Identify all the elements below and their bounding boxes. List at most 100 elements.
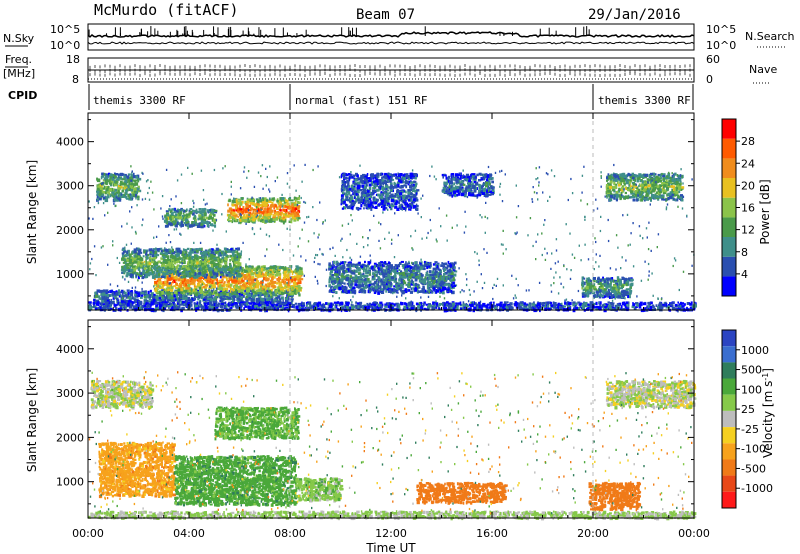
heatmap-cell <box>201 253 205 256</box>
heatmap-cell <box>123 290 126 294</box>
heatmap-cell <box>210 223 213 226</box>
cpid-segment-label: themis 3300 RF <box>598 94 691 107</box>
heatmap-cell <box>184 296 188 300</box>
heatmap-cell <box>229 274 232 278</box>
heatmap-cell <box>203 292 207 296</box>
heatmap-cell <box>116 292 120 296</box>
heatmap-cell <box>170 286 174 289</box>
heatmap-cell <box>250 199 253 202</box>
heatmap-cell <box>155 283 158 288</box>
heatmap-cell <box>414 261 418 265</box>
heatmap-cell <box>100 293 104 296</box>
heatmap-cell <box>279 288 283 291</box>
heatmap-cell <box>225 254 228 257</box>
heatmap-cell <box>251 293 255 298</box>
heatmap-cell <box>242 295 245 298</box>
heatmap-cell <box>170 288 173 292</box>
heatmap-cell <box>105 293 108 296</box>
heatmap-cell <box>234 282 237 286</box>
heatmap-cell <box>297 292 300 295</box>
heatmap-cell <box>269 266 273 270</box>
heatmap-cell <box>113 198 117 202</box>
heatmap-cell <box>280 219 283 223</box>
heatmap-cell <box>157 278 162 281</box>
heatmap-cell <box>212 284 214 287</box>
heatmap-cell <box>290 298 294 301</box>
heatmap-cell <box>137 292 140 295</box>
heatmap-cell <box>205 257 208 262</box>
heatmap-cell <box>134 291 138 294</box>
heatmap-cell <box>299 278 304 281</box>
heatmap-cell <box>163 288 165 292</box>
heatmap-cell <box>281 292 284 296</box>
heatmap-cell <box>267 301 271 305</box>
heatmap-cell <box>133 179 137 183</box>
heatmap-cell <box>242 284 245 287</box>
heatmap-cell <box>243 213 246 217</box>
heatmap-cell <box>118 191 120 194</box>
heatmap-cell <box>233 208 235 212</box>
heatmap-cell <box>340 266 344 270</box>
heatmap-cell <box>251 272 255 276</box>
heatmap-cell <box>400 260 404 263</box>
heatmap-cell <box>231 199 234 203</box>
heatmap-cell <box>233 275 236 279</box>
heatmap-cell <box>277 279 280 283</box>
heatmap-cell <box>236 298 240 302</box>
heatmap-cell <box>282 214 286 217</box>
heatmap-cell <box>147 268 150 272</box>
heatmap-cell <box>209 297 213 301</box>
heatmap-cell <box>98 197 102 201</box>
heatmap-cell <box>294 198 297 202</box>
heatmap-cell <box>279 209 282 212</box>
heatmap-cell <box>281 197 285 200</box>
heatmap-cell <box>245 284 249 288</box>
heatmap-cell <box>213 284 216 287</box>
heatmap-cell <box>136 187 140 191</box>
heatmap-cell <box>129 254 132 258</box>
heatmap-cell <box>106 293 109 298</box>
heatmap-cell <box>98 193 101 197</box>
heatmap-cell <box>163 274 166 277</box>
heatmap-cell <box>186 254 188 257</box>
heatmap-cell <box>238 286 241 289</box>
heatmap-cell <box>195 219 197 222</box>
heatmap-cell <box>143 250 146 253</box>
heatmap-cell <box>209 273 213 277</box>
heatmap-cell <box>240 299 243 302</box>
heatmap-cell <box>263 215 266 219</box>
heatmap-cell <box>197 297 200 301</box>
heatmap-cell <box>181 270 185 274</box>
heatmap-cell <box>195 292 198 296</box>
heatmap-cell <box>174 290 178 295</box>
heatmap-cell <box>203 298 206 301</box>
heatmap-cell <box>131 268 134 272</box>
heatmap-cell <box>268 210 272 213</box>
heatmap-cell <box>183 258 186 262</box>
heatmap-cell <box>255 297 260 301</box>
heatmap-cell <box>233 271 236 275</box>
heatmap-cell <box>195 266 198 269</box>
heatmap-cell <box>94 294 99 298</box>
heatmap-cell <box>247 293 252 297</box>
heatmap-cell <box>103 294 106 298</box>
heatmap-cell <box>281 296 284 300</box>
heatmap-cell <box>186 221 188 224</box>
heatmap-cell <box>406 263 409 266</box>
heatmap-cell <box>189 274 192 278</box>
heatmap-cell <box>118 292 121 296</box>
heatmap-cell <box>143 290 147 293</box>
heatmap-cell <box>204 301 208 305</box>
heatmap-cell <box>160 275 164 278</box>
heatmap-cell <box>115 193 118 197</box>
heatmap-cell <box>223 301 226 305</box>
heatmap-cell <box>279 289 283 293</box>
heatmap-cell <box>148 298 151 301</box>
heatmap-cell <box>206 221 210 225</box>
heatmap-cell <box>237 261 240 265</box>
heatmap-cell <box>101 175 105 178</box>
heatmap-cell <box>279 216 281 219</box>
heatmap-cell <box>214 224 217 228</box>
heatmap-cell <box>285 297 288 301</box>
